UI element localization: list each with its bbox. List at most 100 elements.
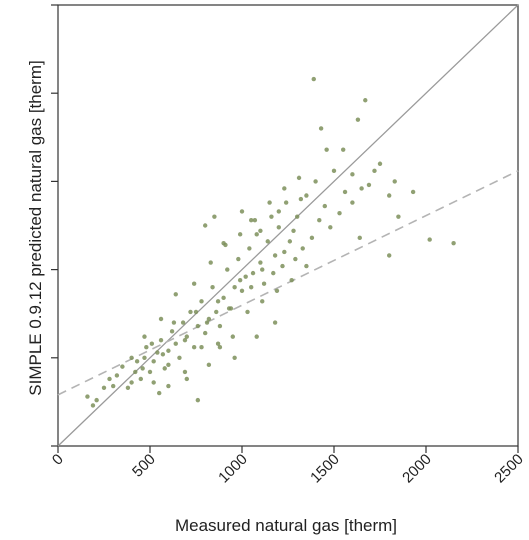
data-point bbox=[191, 345, 197, 350]
data-point bbox=[410, 189, 416, 195]
data-point bbox=[271, 270, 276, 276]
data-point bbox=[265, 239, 270, 244]
data-point bbox=[249, 285, 254, 290]
data-point bbox=[151, 359, 156, 364]
data-point bbox=[396, 214, 401, 219]
data-point bbox=[90, 403, 96, 408]
data-point bbox=[243, 274, 248, 279]
data-point bbox=[210, 285, 215, 290]
data-point bbox=[236, 256, 241, 262]
data-point bbox=[293, 256, 298, 262]
data-point bbox=[184, 334, 189, 339]
data-point bbox=[260, 299, 265, 304]
data-point bbox=[237, 277, 243, 283]
data-point bbox=[392, 179, 397, 184]
data-point bbox=[427, 237, 432, 242]
data-point bbox=[295, 214, 300, 219]
data-point bbox=[151, 380, 156, 385]
data-point bbox=[232, 355, 237, 360]
data-point bbox=[160, 352, 166, 357]
data-point bbox=[166, 348, 171, 353]
data-point bbox=[206, 316, 212, 322]
data-point bbox=[337, 210, 342, 216]
x-tick-label: 2500 bbox=[491, 451, 527, 487]
data-point bbox=[282, 249, 287, 255]
data-point bbox=[237, 232, 243, 237]
data-point bbox=[247, 246, 252, 251]
data-point bbox=[258, 260, 263, 265]
data-point bbox=[322, 203, 327, 209]
data-point bbox=[188, 309, 193, 315]
data-point bbox=[195, 397, 201, 403]
data-point bbox=[276, 225, 281, 230]
data-point bbox=[254, 334, 259, 339]
plot-area bbox=[57, 4, 519, 447]
x-tick-label: 500 bbox=[129, 451, 159, 481]
data-point bbox=[120, 364, 125, 369]
data-point bbox=[182, 369, 188, 375]
data-point bbox=[158, 337, 164, 343]
data-point bbox=[169, 329, 175, 334]
data-point bbox=[331, 168, 337, 174]
data-point bbox=[309, 235, 315, 241]
data-point bbox=[387, 193, 392, 198]
data-point bbox=[162, 366, 167, 371]
data-point bbox=[155, 350, 160, 355]
data-point bbox=[193, 309, 199, 315]
x-tick-label: 1000 bbox=[215, 451, 251, 487]
data-point bbox=[272, 320, 278, 325]
data-point bbox=[230, 334, 235, 339]
data-point bbox=[134, 359, 140, 364]
data-point bbox=[451, 240, 456, 246]
data-point bbox=[206, 362, 212, 368]
data-point bbox=[215, 341, 221, 346]
data-point bbox=[177, 355, 182, 360]
data-point bbox=[85, 394, 90, 399]
data-point bbox=[366, 182, 372, 188]
data-point bbox=[269, 214, 274, 219]
data-point bbox=[372, 168, 377, 174]
data-point bbox=[208, 260, 213, 265]
data-point bbox=[217, 345, 223, 350]
data-point bbox=[359, 186, 364, 191]
data-point bbox=[254, 232, 259, 237]
data-point bbox=[363, 98, 368, 103]
data-point bbox=[377, 161, 383, 166]
data-point bbox=[226, 306, 232, 311]
x-axis-title: Measured natural gas [therm] bbox=[175, 516, 397, 535]
data-point bbox=[350, 200, 355, 205]
data-point bbox=[221, 295, 226, 301]
data-point bbox=[296, 175, 302, 181]
data-point bbox=[94, 397, 99, 403]
data-point bbox=[350, 172, 355, 177]
x-axis-ticks: 0 500 1000 1500 2000 2500 bbox=[49, 446, 527, 486]
data-point bbox=[217, 323, 223, 329]
data-point bbox=[291, 228, 296, 233]
data-point bbox=[232, 285, 237, 290]
data-point bbox=[287, 239, 293, 244]
data-point bbox=[250, 270, 256, 276]
data-points bbox=[85, 76, 456, 408]
data-point bbox=[274, 288, 280, 293]
data-point bbox=[261, 281, 267, 286]
data-point bbox=[203, 223, 208, 228]
data-point bbox=[342, 189, 348, 195]
data-point bbox=[304, 193, 309, 198]
x-tick-label: 1500 bbox=[307, 451, 343, 487]
data-point bbox=[298, 196, 304, 202]
data-point bbox=[239, 288, 245, 293]
data-point bbox=[133, 369, 138, 375]
data-point bbox=[221, 240, 226, 246]
data-point bbox=[195, 323, 201, 329]
data-point bbox=[304, 263, 309, 269]
plot-border bbox=[57, 4, 519, 447]
data-point bbox=[317, 218, 322, 223]
data-point bbox=[157, 390, 162, 396]
data-point bbox=[191, 281, 197, 286]
data-point bbox=[239, 209, 245, 214]
data-point bbox=[289, 277, 294, 283]
data-point bbox=[357, 235, 362, 241]
data-point bbox=[387, 253, 392, 258]
data-point bbox=[280, 263, 285, 269]
